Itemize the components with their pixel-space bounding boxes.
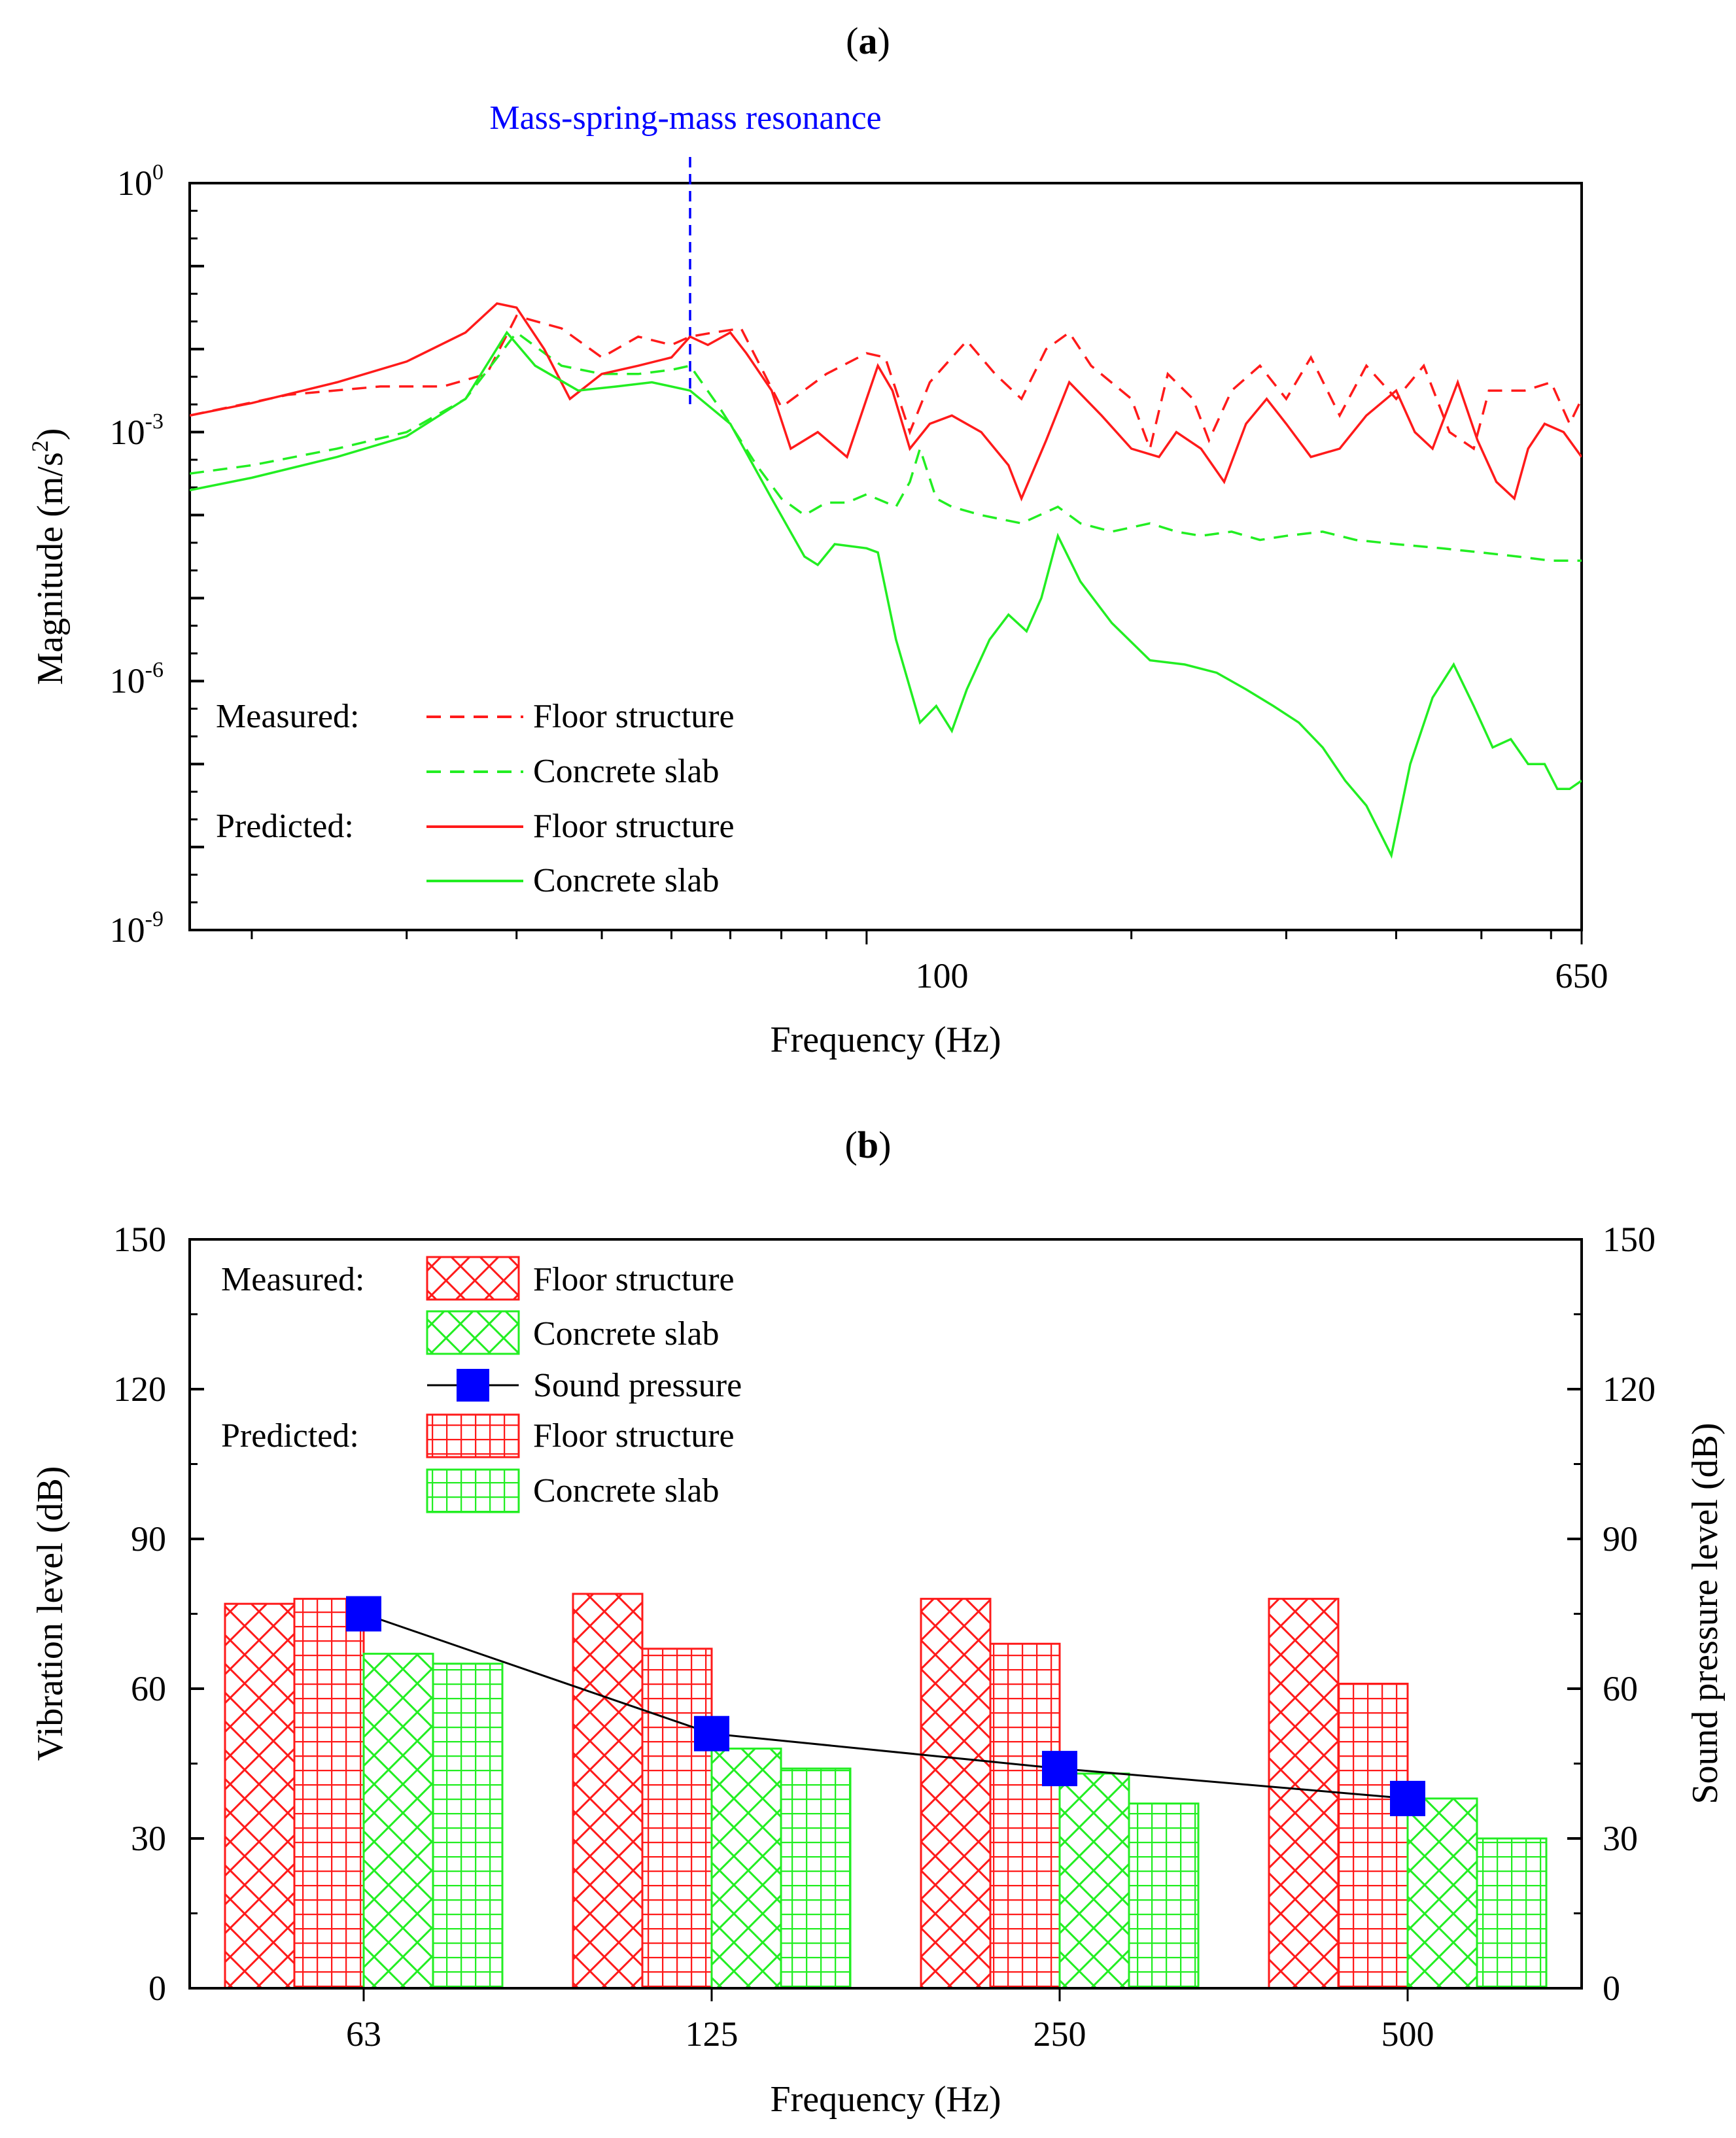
legend-swatch-predicted-slab-b — [426, 1468, 520, 1513]
panel-b-label: (b) — [845, 1124, 892, 1166]
y-tick-label-right: 0 — [1603, 1969, 1620, 2008]
y-axis-title-right-b: Sound pressure level (dB) — [1685, 1422, 1726, 1804]
bars-b — [224, 1593, 1548, 1990]
x-tick-label: 100 — [916, 956, 969, 995]
plot-frame-b — [188, 1238, 1583, 1990]
y-tick-label-left: 60 — [131, 1669, 166, 1708]
y-tick-label: 10-9 — [110, 907, 164, 950]
y-tick-label-left: 90 — [131, 1519, 166, 1559]
y-tick-label: 10-6 — [110, 658, 164, 700]
x-category-label: 500 — [1381, 2014, 1434, 2054]
bar-measured-concrete-slab-500 — [1406, 1797, 1478, 1990]
x-category-label: 63 — [346, 2014, 381, 2054]
bar-predicted-floor-structure-63 — [293, 1598, 365, 1990]
bar-measured-floor-structure-63 — [224, 1602, 296, 1990]
y-tick-label-right: 30 — [1603, 1819, 1638, 1858]
bar-measured-concrete-slab-63 — [362, 1653, 434, 1990]
series-measured-concrete-slab — [190, 330, 1582, 562]
bar-predicted-floor-structure-500 — [1337, 1682, 1409, 1990]
legend-predicted-slab: Concrete slab — [533, 862, 719, 899]
bar-predicted-concrete-slab-125 — [780, 1767, 852, 1990]
bar-measured-floor-structure-125 — [572, 1593, 644, 1990]
sound-pressure-marker-125 — [694, 1716, 729, 1751]
sound-pressure-marker-500 — [1390, 1780, 1425, 1816]
plot-frame-a — [188, 182, 1583, 931]
bar-predicted-floor-structure-125 — [641, 1647, 713, 1990]
y-tick-label: 100 — [117, 160, 164, 203]
legend-sound-pressure: Sound pressure — [533, 1367, 742, 1404]
legend-predicted-label-b: Predicted: — [221, 1417, 359, 1455]
y-tick-label-right: 120 — [1603, 1370, 1656, 1409]
legend-predicted-floor-b: Floor structure — [533, 1417, 735, 1455]
legend-swatch-measured-slab-b — [426, 1310, 520, 1355]
legend-measured-slab-b: Concrete slab — [533, 1315, 719, 1353]
y-axis-ticks-a — [190, 182, 1583, 944]
bar-measured-concrete-slab-250 — [1058, 1772, 1130, 1990]
series-measured-floor-structure — [190, 314, 1582, 453]
bar-measured-floor-structure-250 — [920, 1598, 992, 1990]
legend-swatch-sound-marker — [457, 1369, 489, 1402]
y-tick-label-right: 150 — [1603, 1220, 1656, 1259]
x-category-label: 125 — [686, 2014, 738, 2054]
panel-b: (b) 0 30 60 90 120 150 0 30 60 90 120 15… — [30, 1124, 1726, 2120]
legend-measured-label: Measured: — [216, 698, 359, 735]
legend-measured-label-b: Measured: — [221, 1261, 364, 1298]
sound-pressure-marker-63 — [346, 1596, 381, 1632]
sound-pressure-marker-250 — [1042, 1751, 1077, 1787]
legend-b: Measured: Floor structure Concrete slab … — [221, 1256, 742, 1513]
series-predicted-floor-structure — [190, 302, 1582, 502]
y-tick-label-left: 120 — [113, 1370, 166, 1409]
legend-predicted-floor: Floor structure — [533, 808, 735, 845]
legend-predicted-label: Predicted: — [216, 808, 354, 845]
sound-pressure-markers — [346, 1596, 1425, 1816]
bar-measured-floor-structure-500 — [1268, 1598, 1340, 1990]
legend-measured-floor-b: Floor structure — [533, 1261, 735, 1298]
y-axis-title-a: Magnitude (m/s2) — [27, 428, 71, 685]
y-tick-label: 10-3 — [110, 409, 164, 452]
bar-predicted-concrete-slab-250 — [1128, 1802, 1200, 1990]
y-tick-label-right: 60 — [1603, 1669, 1638, 1708]
y-tick-label-left: 150 — [113, 1220, 166, 1259]
panel-a: (a) 100 10-3 10-6 10-9 100 650 Frequency… — [27, 20, 1608, 1060]
panel-a-label: (a) — [846, 20, 890, 62]
legend-swatch-measured-floor-b — [426, 1256, 520, 1301]
bar-predicted-concrete-slab-63 — [432, 1663, 504, 1990]
legend-measured-slab: Concrete slab — [533, 753, 719, 790]
series-predicted-concrete-slab — [190, 330, 1582, 859]
legend-measured-floor: Floor structure — [533, 698, 735, 735]
x-tick-label: 650 — [1555, 956, 1608, 995]
y-axis-title-left-b: Vibration level (dB) — [30, 1466, 71, 1761]
bar-predicted-concrete-slab-500 — [1476, 1837, 1548, 1990]
resonance-annotation: Mass-spring-mass resonance — [489, 99, 881, 137]
bar-predicted-floor-structure-250 — [989, 1642, 1061, 1990]
x-axis-title-b: Frequency (Hz) — [771, 2079, 1001, 2120]
x-axis-title-a: Frequency (Hz) — [771, 1020, 1001, 1060]
y-tick-label-right: 90 — [1603, 1519, 1638, 1559]
legend-predicted-slab-b: Concrete slab — [533, 1472, 719, 1509]
y-tick-label-left: 0 — [148, 1969, 166, 2008]
y-tick-label-left: 30 — [131, 1819, 166, 1858]
series-sound-pressure-line — [363, 1613, 1408, 1800]
x-category-label: 250 — [1033, 2014, 1086, 2054]
bar-measured-concrete-slab-125 — [710, 1748, 782, 1990]
legend-swatch-predicted-floor-b — [426, 1413, 520, 1458]
legend-a: Measured: Floor structure Concrete slab … — [216, 698, 735, 899]
